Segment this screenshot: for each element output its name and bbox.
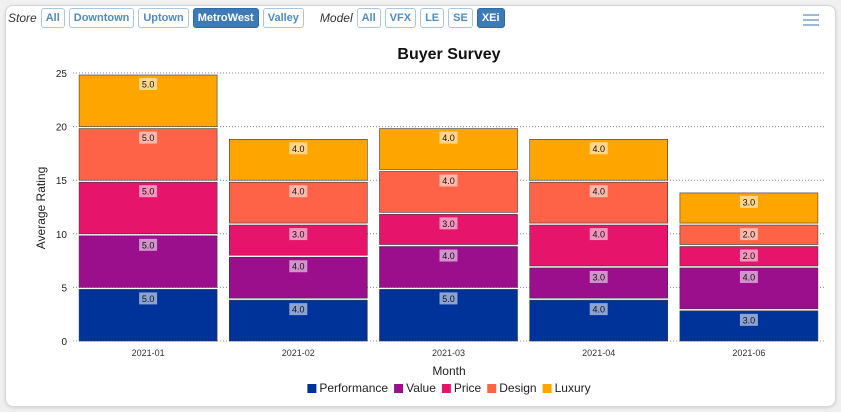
x-tick-label: 2021-04: [582, 348, 615, 358]
model-filter-label: Model: [319, 11, 353, 25]
y-axis-label: Average Rating: [34, 167, 48, 250]
x-tick-label: 2021-03: [432, 348, 465, 358]
data-label: 4.0: [743, 272, 756, 282]
legend-swatch-design: [487, 384, 497, 393]
data-label-box: [589, 228, 608, 241]
y-tick-label: 0: [61, 337, 67, 348]
store-filter-all-button[interactable]: All: [40, 8, 65, 28]
legend-swatch-value: [394, 384, 404, 393]
data-label: 5.0: [142, 133, 155, 143]
data-label: 4.0: [592, 230, 605, 240]
data-label: 5.0: [442, 294, 455, 304]
data-label: 4.0: [292, 262, 305, 272]
store-filter-metrowest-button[interactable]: MetroWest: [192, 8, 259, 28]
data-label-box: [289, 142, 308, 155]
data-label-box: [739, 195, 758, 208]
data-label: 3.0: [292, 230, 305, 240]
data-label-box: [739, 313, 758, 326]
y-tick-label: 5: [61, 283, 67, 294]
data-label-box: [739, 228, 758, 241]
y-tick-label: 20: [56, 123, 68, 134]
data-label: 4.0: [442, 133, 455, 143]
x-tick-label: 2021-06: [732, 348, 765, 358]
data-label: 3.0: [442, 219, 455, 229]
data-label: 4.0: [292, 187, 305, 197]
data-label-box: [589, 270, 608, 283]
data-label: 5.0: [142, 294, 155, 304]
data-label: 4.0: [592, 187, 605, 197]
data-label-box: [439, 249, 458, 262]
store-filter-options: All Downtown Uptown MetroWest Valley: [40, 8, 308, 28]
legend-swatch-price: [441, 384, 451, 393]
y-tick-label: 15: [56, 176, 68, 187]
data-label: 5.0: [142, 187, 155, 197]
data-label: 2.0: [743, 230, 756, 240]
data-label: 3.0: [743, 197, 756, 207]
data-label-box: [589, 142, 608, 155]
y-tick-label: 10: [56, 230, 68, 241]
data-label-box: [439, 174, 458, 187]
store-filter-valley-button[interactable]: Valley: [262, 8, 304, 28]
data-label-box: [139, 185, 158, 198]
data-label-box: [139, 131, 158, 144]
data-label: 4.0: [442, 176, 455, 186]
x-tick-label: 2021-02: [282, 348, 315, 358]
chart-title: Buyer Survey: [397, 46, 500, 63]
model-filter-vfx-button[interactable]: VFX: [384, 8, 417, 28]
data-label-box: [139, 238, 158, 251]
legend-label-design[interactable]: Design: [499, 381, 536, 395]
data-label: 2.0: [743, 251, 756, 261]
data-label: 4.0: [292, 144, 305, 154]
data-label-box: [739, 270, 758, 283]
data-label-box: [289, 185, 308, 198]
data-label: 5.0: [142, 240, 155, 250]
legend-label-luxury[interactable]: Luxury: [555, 381, 591, 395]
data-label-box: [589, 185, 608, 198]
legend-label-price[interactable]: Price: [454, 381, 482, 395]
store-filter-uptown-button[interactable]: Uptown: [138, 8, 189, 28]
y-tick-label: 25: [56, 69, 68, 80]
model-filter-le-button[interactable]: LE: [420, 8, 445, 28]
x-axis-label: Month: [432, 364, 465, 378]
store-filter-label: Store: [8, 11, 37, 25]
data-label: 4.0: [442, 251, 455, 261]
model-filter-xei-button[interactable]: XEi: [476, 8, 505, 28]
store-filter-downtown-button[interactable]: Downtown: [68, 8, 135, 28]
data-label-box: [439, 217, 458, 230]
data-label-box: [289, 303, 308, 316]
data-label-box: [589, 303, 608, 316]
legend-swatch-performance: [307, 384, 317, 393]
data-label: 3.0: [743, 315, 756, 325]
legend-label-performance[interactable]: Performance: [319, 381, 388, 395]
model-filter-all-button[interactable]: All: [356, 8, 381, 28]
legend-swatch-luxury: [542, 384, 552, 393]
x-tick-label: 2021-01: [132, 348, 165, 358]
data-label-box: [739, 249, 758, 262]
model-filter-se-button[interactable]: SE: [448, 8, 473, 28]
data-label-box: [289, 228, 308, 241]
data-label-box: [439, 131, 458, 144]
data-label-box: [439, 292, 458, 305]
legend-label-value[interactable]: Value: [406, 381, 436, 395]
data-label: 4.0: [592, 305, 605, 315]
model-filter-options: All VFX LE SE XEi: [356, 8, 509, 28]
data-label-box: [139, 78, 158, 90]
filter-bar: Store All Downtown Uptown MetroWest Valley M…: [8, 7, 509, 29]
data-label-box: [139, 292, 158, 305]
data-label: 3.0: [592, 272, 605, 282]
data-label-box: [289, 260, 308, 273]
data-label: 4.0: [292, 305, 305, 315]
hamburger-menu-icon[interactable]: [803, 14, 819, 29]
data-label: 5.0: [142, 80, 155, 90]
data-label: 4.0: [592, 144, 605, 154]
